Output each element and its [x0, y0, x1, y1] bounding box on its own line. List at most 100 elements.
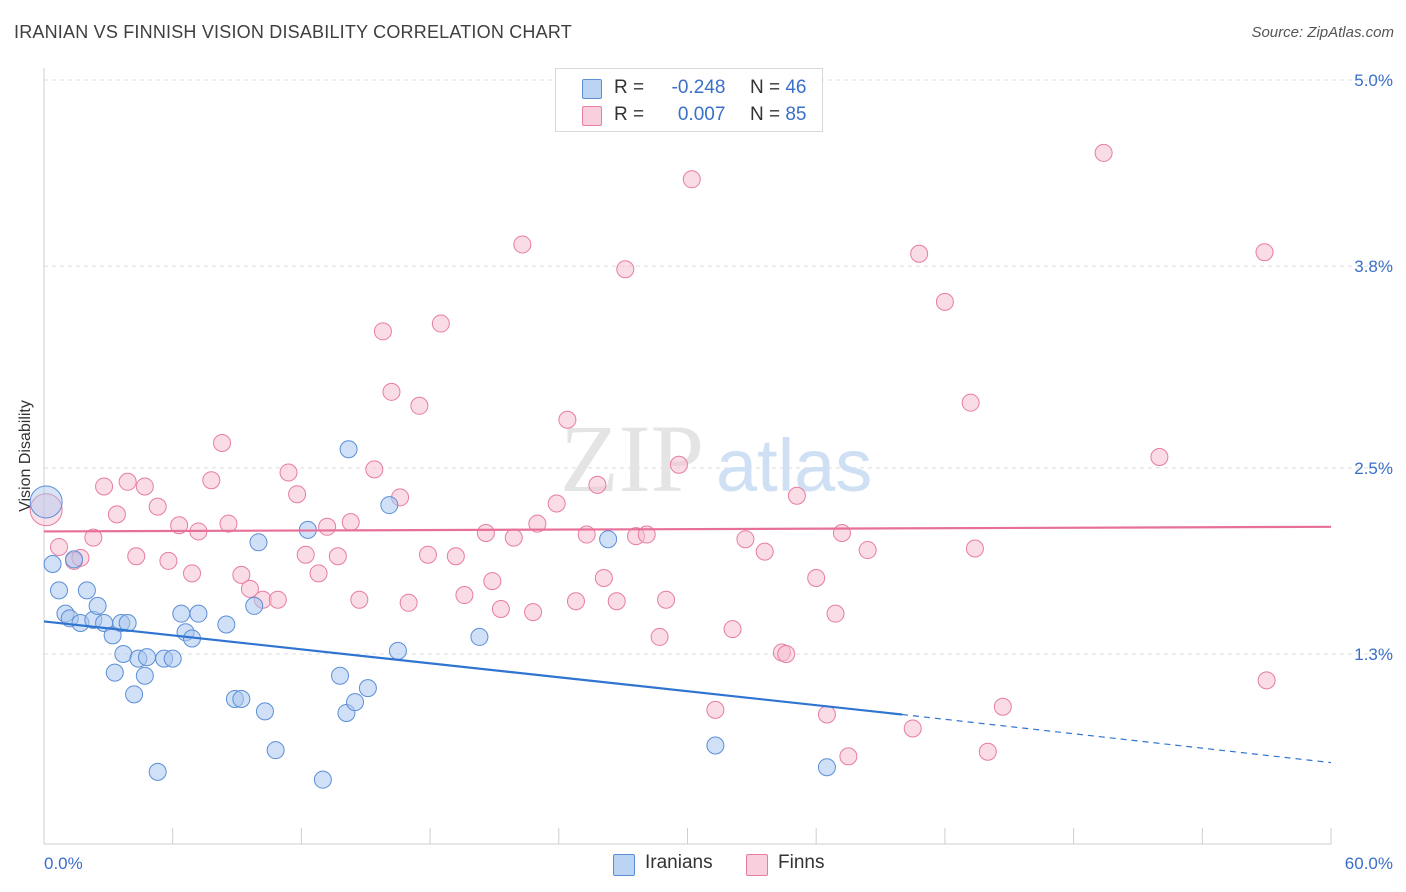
iranians-point [65, 550, 84, 569]
chart-title: IRANIAN VS FINNISH VISION DISABILITY COR… [14, 22, 572, 42]
finns-point [382, 382, 401, 401]
finns-point [491, 600, 510, 619]
finns-point [1257, 671, 1276, 690]
finns-point [682, 170, 701, 189]
finns-point [935, 292, 954, 311]
finns-point [350, 590, 369, 609]
iranians-point [77, 581, 96, 600]
y-tick-label: 2.5% [1354, 459, 1393, 478]
finns-point [594, 568, 613, 587]
iranians-trend-extension [901, 713, 1332, 764]
finns-point [202, 471, 221, 490]
iranians-point [339, 440, 358, 459]
legend-r-value: -0.248 [671, 77, 726, 98]
iranians-point [706, 736, 725, 755]
legend-r-label: R = [614, 104, 645, 125]
iranians-point [470, 627, 489, 646]
iranians-point [88, 596, 107, 615]
x-tick-label: 60.0% [1345, 854, 1393, 873]
finns-point [832, 523, 851, 542]
iranians-point [114, 645, 133, 663]
finns-point [910, 244, 929, 263]
iranians-point [331, 666, 350, 685]
bottom-legend-swatch-iranians [613, 854, 635, 876]
iranians-point [135, 666, 154, 685]
watermark: ZIP atlas [560, 405, 872, 512]
finns-point [107, 505, 126, 524]
iranians-point [346, 693, 365, 712]
legend-swatch-iranians [582, 79, 602, 99]
finns-point [410, 396, 429, 415]
finns-point [607, 592, 626, 611]
iranians-point [29, 485, 63, 519]
finns-point [903, 719, 922, 738]
y-tick-label: 5.0% [1354, 71, 1393, 90]
iranians-trend-line [43, 620, 903, 716]
finns-point [118, 472, 137, 491]
correlation-legend: R = -0.248 N = 46 R = 0.007 N = 85 [555, 68, 823, 132]
finns-point [839, 747, 858, 766]
iranians-point [189, 604, 208, 623]
finns-point [657, 590, 676, 609]
finns-point [513, 235, 532, 254]
legend-n-value: 85 [785, 104, 807, 125]
legend-swatch-finns [582, 106, 602, 126]
legend-r-value: 0.007 [677, 104, 726, 125]
iranians-point [380, 496, 399, 515]
finns-point [373, 322, 392, 341]
bottom-legend-label-finns: Finns [778, 852, 825, 873]
y-tick-label: 3.8% [1354, 257, 1393, 276]
finns-point [296, 545, 315, 564]
finns-point [309, 564, 328, 583]
finns-point [669, 455, 688, 474]
finns-point [547, 494, 566, 513]
finns-point [135, 477, 154, 496]
iranians-point [148, 762, 167, 781]
iranians-point [358, 679, 377, 698]
finns-point [418, 545, 437, 564]
finns-point [961, 393, 980, 412]
iranians-point [255, 702, 274, 721]
finns-point [826, 604, 845, 623]
finns-trend-line [43, 525, 1332, 533]
finns-point [148, 497, 167, 516]
finns-point [1255, 243, 1274, 262]
x-tick-label: 0.0% [44, 854, 83, 873]
iranians-point [43, 555, 62, 574]
finns-point [455, 586, 474, 605]
iranians-point [817, 758, 836, 777]
finns-point [50, 537, 69, 556]
finns-point [213, 434, 232, 453]
finns-point [993, 697, 1012, 716]
finns-point [524, 603, 543, 622]
finns-point [127, 547, 146, 566]
finns-point [279, 463, 298, 482]
trend-lines [43, 525, 1332, 764]
finns-point [616, 260, 635, 279]
iranians-point [50, 581, 69, 600]
y-tick-label: 1.3% [1354, 645, 1393, 664]
iranians-point [388, 641, 407, 660]
finns-point [365, 460, 384, 479]
finns-point [183, 564, 202, 583]
finns-point [446, 547, 465, 566]
finns-point [504, 528, 523, 547]
iranians-point [137, 648, 156, 667]
finns-point [858, 541, 877, 560]
iranians-point [172, 604, 191, 623]
finns-point [341, 513, 360, 532]
finns-point [817, 705, 836, 724]
finns-point [558, 410, 577, 429]
finns-point [736, 530, 755, 549]
bottom-legend-label-iranians: Iranians [645, 852, 713, 873]
finns-point [159, 551, 178, 570]
iranians-point [266, 741, 285, 760]
finns-point [95, 477, 114, 496]
iranians-point [232, 689, 251, 708]
finns-points [29, 143, 1276, 766]
finns-point [807, 568, 826, 587]
source-label: Source: ZipAtlas.com [1251, 24, 1394, 41]
iranians-point [245, 596, 264, 615]
finns-point [1094, 143, 1113, 162]
